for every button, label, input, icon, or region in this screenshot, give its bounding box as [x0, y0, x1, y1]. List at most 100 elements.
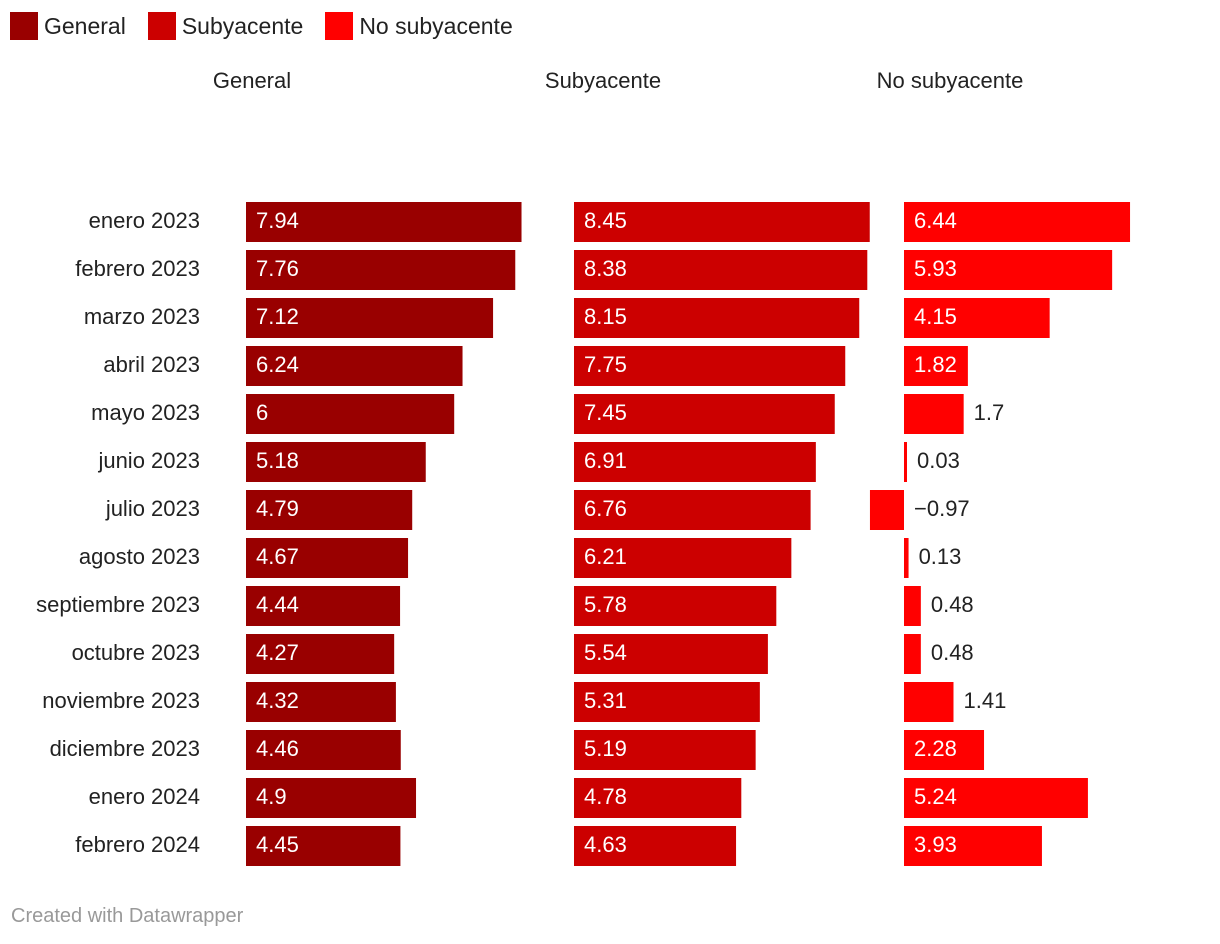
data-label-subyacente: 7.75 — [584, 352, 627, 377]
category-label: enero 2024 — [89, 784, 200, 809]
bar-subyacente — [574, 682, 760, 722]
bar-subyacente — [574, 202, 870, 242]
bar-general — [246, 346, 463, 386]
category-label: febrero 2023 — [75, 256, 200, 281]
category-label: mayo 2023 — [91, 400, 200, 425]
data-label-no-subyacente: 2.28 — [914, 736, 957, 761]
data-label-subyacente: 8.45 — [584, 208, 627, 233]
bar-no-subyacente — [904, 730, 985, 770]
bar-general — [246, 586, 401, 626]
bar-subyacente — [574, 538, 792, 578]
bar-subyacente — [574, 490, 811, 530]
bar-subyacente — [574, 634, 768, 674]
panel-title-no-subyacente: No subyacente — [877, 68, 1024, 93]
bar-general — [246, 826, 401, 866]
data-label-general: 6 — [256, 400, 268, 425]
data-label-subyacente: 4.78 — [584, 784, 627, 809]
bar-subyacente — [574, 778, 742, 818]
bar-general — [246, 682, 396, 722]
data-label-general: 7.94 — [256, 208, 299, 233]
legend-label-no-subyacente: No subyacente — [359, 12, 513, 39]
data-label-subyacente: 4.63 — [584, 832, 627, 857]
bar-no-subyacente — [904, 394, 964, 434]
legend-item-no-subyacente: No subyacente — [325, 12, 513, 40]
data-label-subyacente: 5.78 — [584, 592, 627, 617]
bar-no-subyacente — [904, 346, 968, 386]
data-label-general: 4.9 — [256, 784, 287, 809]
chart-legend: General Subyacente No subyacente — [10, 12, 513, 40]
legend-label-subyacente: Subyacente — [181, 12, 304, 39]
data-label-subyacente: 5.19 — [584, 736, 627, 761]
data-label-no-subyacente: 0.03 — [917, 448, 960, 473]
bar-no-subyacente — [904, 586, 921, 626]
data-label-general: 4.45 — [256, 832, 299, 857]
bar-no-subyacente — [904, 826, 1042, 866]
legend-swatch-subyacente — [147, 12, 176, 40]
data-label-general: 4.79 — [256, 496, 299, 521]
bar-general — [246, 394, 455, 434]
bar-general — [246, 730, 401, 770]
data-label-no-subyacente: 1.82 — [914, 352, 957, 377]
legend-item-general: General — [10, 12, 126, 40]
data-label-general: 4.44 — [256, 592, 299, 617]
category-label: febrero 2024 — [75, 832, 200, 857]
category-label: noviembre 2023 — [42, 688, 200, 713]
bar-chart: enero 2023 febrero 2023 marzo 2023 abril 20… — [36, 68, 1131, 866]
bar-no-subyacente — [904, 250, 1113, 290]
bar-general — [246, 490, 413, 530]
data-label-no-subyacente: 1.41 — [963, 688, 1006, 713]
data-label-no-subyacente: 0.48 — [931, 592, 974, 617]
bar-no-subyacente — [904, 298, 1050, 338]
bar-subyacente — [574, 298, 860, 338]
panel-title-general: General — [213, 68, 291, 93]
legend-swatch-general — [10, 12, 38, 40]
category-label: agosto 2023 — [79, 544, 200, 569]
category-label: septiembre 2023 — [36, 592, 200, 617]
data-label-general: 6.24 — [256, 352, 299, 377]
data-label-no-subyacente: 4.15 — [914, 304, 957, 329]
data-label-no-subyacente: 0.48 — [931, 640, 974, 665]
legend-item-subyacente: Subyacente — [147, 12, 304, 40]
panel-title-subyacente: Subyacente — [545, 68, 661, 93]
bar-general — [246, 634, 395, 674]
data-label-no-subyacente: 5.24 — [914, 784, 957, 809]
data-label-general: 4.27 — [256, 640, 299, 665]
bar-no-subyacente — [904, 682, 954, 722]
category-label: junio 2023 — [97, 448, 200, 473]
bar-no-subyacente — [904, 538, 909, 578]
category-label: marzo 2023 — [84, 304, 200, 329]
data-label-no-subyacente: 6.44 — [914, 208, 957, 233]
bar-general — [246, 538, 409, 578]
data-label-no-subyacente: −0.97 — [914, 496, 970, 521]
data-label-subyacente: 5.54 — [584, 640, 627, 665]
data-label-no-subyacente: 1.7 — [974, 400, 1005, 425]
data-label-subyacente: 6.21 — [584, 544, 627, 569]
data-label-general: 7.76 — [256, 256, 299, 281]
data-label-general: 4.67 — [256, 544, 299, 569]
bar-general — [246, 298, 494, 338]
legend-label-general: General — [44, 12, 126, 39]
data-label-general: 4.32 — [256, 688, 299, 713]
data-label-general: 4.46 — [256, 736, 299, 761]
bar-general — [246, 442, 426, 482]
bar-no-subyacente — [904, 202, 1131, 242]
bar-no-subyacente — [904, 778, 1088, 818]
category-label: octubre 2023 — [72, 640, 200, 665]
data-label-no-subyacente: 0.13 — [919, 544, 962, 569]
bar-no-subyacente — [904, 442, 907, 482]
bar-subyacente — [574, 730, 756, 770]
data-label-subyacente: 5.31 — [584, 688, 627, 713]
data-label-subyacente: 6.91 — [584, 448, 627, 473]
footer-credit: Created with Datawrapper — [11, 905, 244, 927]
legend-swatch-no-subyacente — [325, 12, 354, 40]
data-label-no-subyacente: 3.93 — [914, 832, 957, 857]
bar-general — [246, 778, 417, 818]
data-label-general: 7.12 — [256, 304, 299, 329]
category-label: abril 2023 — [103, 352, 200, 377]
bar-no-subyacente — [904, 634, 921, 674]
bar-subyacente — [574, 826, 737, 866]
data-label-subyacente: 6.76 — [584, 496, 627, 521]
bar-subyacente — [574, 586, 777, 626]
data-label-no-subyacente: 5.93 — [914, 256, 957, 281]
bar-subyacente — [574, 250, 868, 290]
